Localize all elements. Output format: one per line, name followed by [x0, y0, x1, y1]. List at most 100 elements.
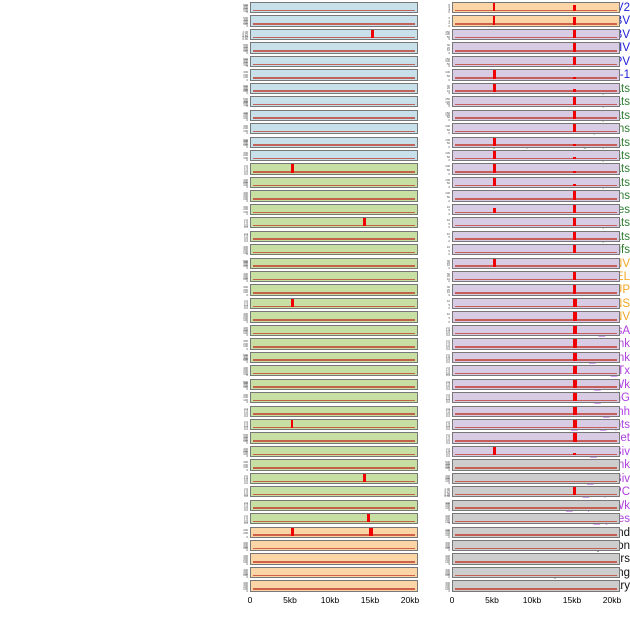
y-tick-label: 0 — [448, 144, 450, 149]
y-tick-label: 300 — [243, 556, 248, 561]
y-tick-label: 400 — [445, 514, 450, 519]
y-tick-label: 2.0 — [243, 473, 248, 478]
y-axis-ticks: 0 10 20 30 — [431, 271, 450, 282]
track-panel — [250, 553, 418, 565]
y-tick-label: 50 — [446, 115, 450, 120]
y-tick-label: 300 — [243, 542, 248, 547]
y-tick-label: 300 — [243, 339, 248, 344]
y-tick-label: 0 — [246, 252, 248, 257]
y-tick-label: 300 — [243, 86, 248, 91]
track-row: G-Quadruplex forming repeats010020030040… — [0, 136, 630, 150]
y-tick-label: 0.0 — [243, 413, 248, 418]
y-tick-label: 400 — [243, 110, 248, 115]
y-tick-label: 200 — [243, 141, 248, 146]
y-tick-label: 100 — [243, 75, 248, 80]
y-tick-label: 100 — [243, 586, 248, 591]
peak-spike — [367, 514, 370, 523]
y-tick-label: 0.5 — [445, 438, 450, 443]
y-tick-label: 1.0 — [445, 356, 450, 361]
y-axis-ticks: 0 100 200 300 400 500 — [229, 56, 248, 67]
y-tick-label: 0.0 — [243, 481, 248, 485]
track-panel — [452, 297, 620, 310]
y-tick-label: 2.0 — [445, 379, 450, 384]
y-tick-label: 300 — [243, 140, 248, 145]
y-tick-label: 2.0 — [445, 366, 450, 371]
y-tick-label: 0.0 — [243, 427, 248, 432]
y-tick-label: 50 — [446, 194, 450, 199]
track-label: INS — [610, 297, 630, 310]
peak-spike — [493, 446, 496, 456]
track-row: DEL01002003004000102030 — [0, 271, 630, 284]
y-tick-label: 0 — [246, 561, 248, 566]
y-axis-ticks: 0.0 0.5 1.0 1.5 2.0 — [431, 419, 450, 430]
y-tick-label: 0.00 — [242, 37, 248, 42]
y-tick-label: 100 — [243, 128, 248, 133]
track-panel — [250, 136, 418, 148]
peak-spike — [573, 76, 576, 79]
y-tick-label: 1.5 — [243, 475, 248, 480]
baseline — [455, 63, 617, 66]
y-tick-label: 1.5 — [445, 381, 450, 386]
y-axis-ticks: 0.0 0.5 1.0 1.5 2.0 — [431, 432, 450, 445]
baseline — [253, 90, 415, 92]
track-panel — [250, 311, 418, 323]
y-tick-label: 20 — [446, 287, 450, 292]
track-panel — [452, 418, 620, 431]
y-axis-ticks: 0 100 200 300 400 — [431, 473, 450, 484]
y-tick-label: 1.5 — [243, 233, 248, 238]
y-tick-label: 10 — [446, 263, 450, 268]
track-panel — [452, 69, 620, 81]
track-panel — [250, 190, 418, 202]
peak-spike — [573, 56, 576, 66]
y-tick-label: 1.5 — [243, 515, 248, 520]
baseline — [455, 493, 617, 496]
y-tick-label: 10 — [446, 290, 450, 295]
peak-spike — [493, 70, 496, 79]
peak-spike — [573, 29, 576, 39]
peak-spike — [573, 110, 576, 119]
y-tick-label: 2.0 — [445, 406, 450, 411]
y-tick-label: 0 — [246, 346, 248, 351]
y-tick-label: 100 — [445, 99, 450, 104]
baseline — [455, 211, 617, 213]
y-tick-label: 0.5 — [243, 506, 248, 511]
baseline — [253, 130, 415, 133]
track-panel — [250, 55, 418, 68]
baseline — [455, 117, 617, 119]
track-row: CPGisland02004000100200300400 — [0, 526, 630, 540]
peak-spike — [573, 97, 576, 106]
track-panel — [250, 418, 418, 431]
baseline — [455, 157, 617, 160]
peak-spike — [371, 29, 374, 39]
peak-spike — [573, 143, 576, 146]
y-tick-label: 0.75 — [242, 31, 248, 36]
y-tick-label: 0.5 — [445, 411, 450, 416]
y-tick-label: 400 — [243, 138, 248, 143]
y-tick-label: 2.0 — [445, 352, 450, 357]
y-tick-label: 200 — [243, 72, 248, 77]
baseline — [253, 171, 415, 173]
track-row: Methylation01002003004000100200300400 — [0, 540, 630, 553]
track-panel — [250, 109, 418, 121]
y-tick-label: 2.0 — [243, 298, 248, 303]
y-axis-ticks: 0 100 200 300 400 — [431, 513, 450, 524]
y-axis-ticks: 0 100 200 300 400 — [229, 567, 248, 578]
y-tick-label: 0.0 — [445, 440, 450, 445]
y-tick-label: 0.0 — [243, 225, 248, 230]
y-tick-label: 400 — [243, 272, 248, 276]
y-tick-label: 2.0 — [445, 419, 450, 424]
track-panel — [452, 42, 620, 54]
y-tick-label: 30 — [446, 43, 450, 48]
y-tick-label: 50 — [446, 127, 450, 132]
baseline — [455, 534, 617, 536]
peak-spike — [573, 16, 576, 25]
y-tick-label: 1.5 — [445, 421, 450, 426]
y-tick-label: 0 — [448, 225, 450, 230]
y-tick-label: 200 — [243, 126, 248, 131]
y-tick-label: 1.0 — [243, 302, 248, 307]
y-tick-label: 0 — [448, 292, 450, 297]
y-axis-ticks: 0 100 200 300 400 500 — [229, 258, 248, 269]
y-axis-ticks: 0 100 200 300 400 — [431, 527, 450, 538]
y-tick-label: 1.5 — [445, 448, 450, 453]
